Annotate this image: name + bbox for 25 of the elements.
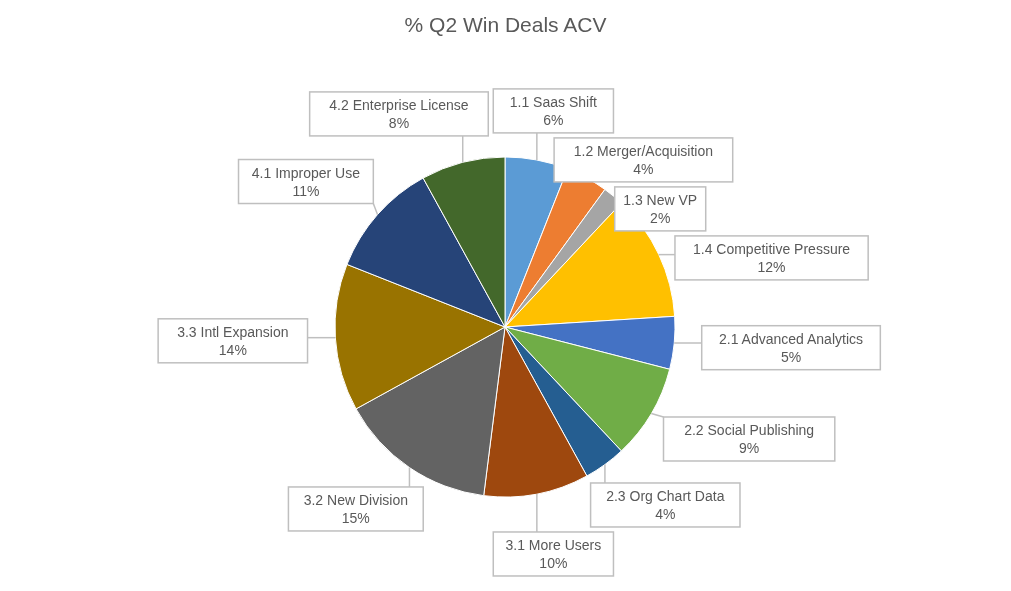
data-label: 2% (650, 209, 671, 226)
slice-label: 1.1 Saas Shift (509, 93, 598, 110)
data-label: 4% (655, 505, 676, 522)
data-label: 6% (543, 111, 564, 128)
slice-label: 3.2 New Division (303, 491, 408, 508)
slice-label: 4.2 Enterprise License (329, 96, 469, 113)
data-label: 14% (218, 341, 247, 358)
slice-label: 1.3 New VP (623, 191, 698, 208)
data-label: 15% (341, 509, 370, 526)
data-label: 9% (739, 439, 760, 456)
slice-label: 2.3 Org Chart Data (606, 487, 725, 504)
slice-label: 2.1 Advanced Analytics (719, 330, 864, 347)
data-label: 4% (633, 160, 654, 177)
data-label: 10% (539, 554, 568, 571)
data-label: 12% (757, 258, 786, 275)
slice-label: 4.1 Improper Use (251, 164, 361, 181)
data-label: 5% (780, 348, 802, 365)
slice-label: 1.4 Competitive Pressure (692, 240, 851, 257)
slice-label: 1.2 Merger/Acquisition (573, 142, 714, 159)
slice-label: 3.1 More Users (505, 536, 602, 553)
slice-label: 3.3 Intl Expansion (177, 323, 289, 340)
slice-label: 2.2 Social Publishing (684, 421, 815, 438)
data-label: 8% (388, 114, 410, 131)
data-label: 11% (292, 182, 320, 199)
chart-title: % Q2 Win Deals ACV (403, 12, 608, 38)
